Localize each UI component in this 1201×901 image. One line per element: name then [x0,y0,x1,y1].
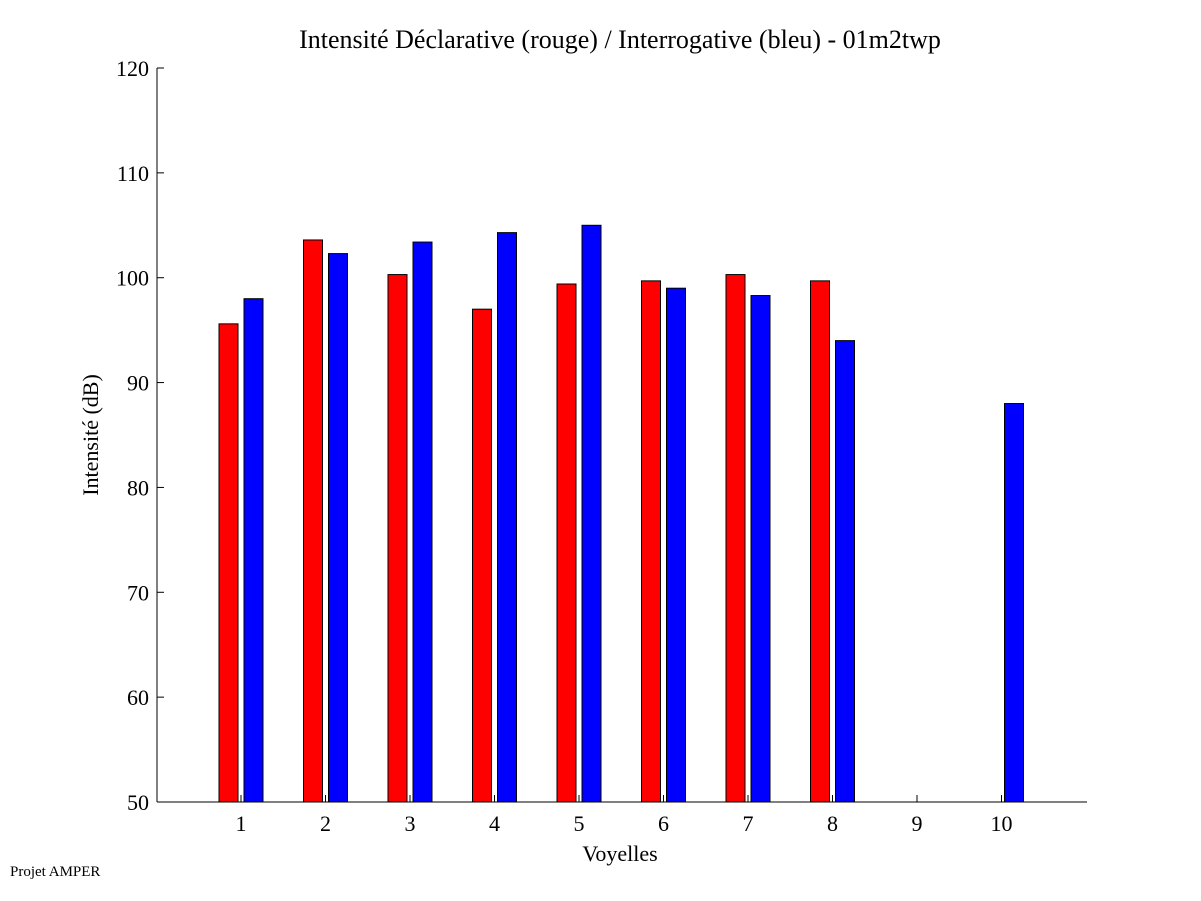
bar-interrogative-1 [243,298,264,803]
x-tick-label: 3 [405,811,416,836]
bar-declarative-2 [303,239,323,803]
bar-interrogative-10 [1004,403,1024,803]
bar-declarative-7 [725,274,746,803]
bar-interrogative-4 [497,232,517,803]
y-tick-label: 100 [116,266,149,291]
y-tick-label: 70 [127,580,149,605]
bar-declarative-5 [556,283,577,803]
x-tick-label: 2 [320,811,331,836]
bar-interrogative-2 [328,253,348,803]
bar-declarative-3 [387,274,408,803]
x-axis: 1 2 3 4 5 6 7 8 9 10 [157,795,1087,836]
x-axis-label: Voyelles [582,841,657,866]
bar-interrogative-8 [835,340,855,803]
x-tick-label: 8 [827,811,838,836]
x-tick-label: 1 [236,811,247,836]
y-tick-label: 90 [127,371,149,396]
bar-declarative-6 [641,280,661,803]
y-axis: 50 60 70 80 90 100 110 120 [116,56,164,815]
bar-interrogative-5 [581,224,602,803]
y-tick-label: 50 [127,790,149,815]
x-tick-label: 4 [489,811,500,836]
bar-declarative-8 [810,280,830,803]
bar-interrogative-6 [666,287,686,803]
x-tick-label: 7 [743,811,754,836]
footer-note: Projet AMPER [10,864,101,880]
chart-title: Intensité Déclarative (rouge) / Interrog… [299,25,941,54]
x-tick-label: 5 [574,811,585,836]
bars-group [218,224,1024,803]
y-tick-label: 120 [116,56,149,81]
x-tick-label: 9 [912,811,923,836]
bar-declarative-1 [218,323,239,803]
y-tick-label: 110 [117,161,149,186]
y-tick-label: 60 [127,685,149,710]
bar-interrogative-7 [750,295,771,803]
x-tick-label: 6 [658,811,669,836]
bar-interrogative-3 [412,241,433,803]
x-tick-label: 10 [991,811,1013,836]
y-axis-label: Intensité (dB) [78,374,103,496]
y-tick-label: 80 [127,475,149,500]
bar-declarative-4 [472,308,492,803]
